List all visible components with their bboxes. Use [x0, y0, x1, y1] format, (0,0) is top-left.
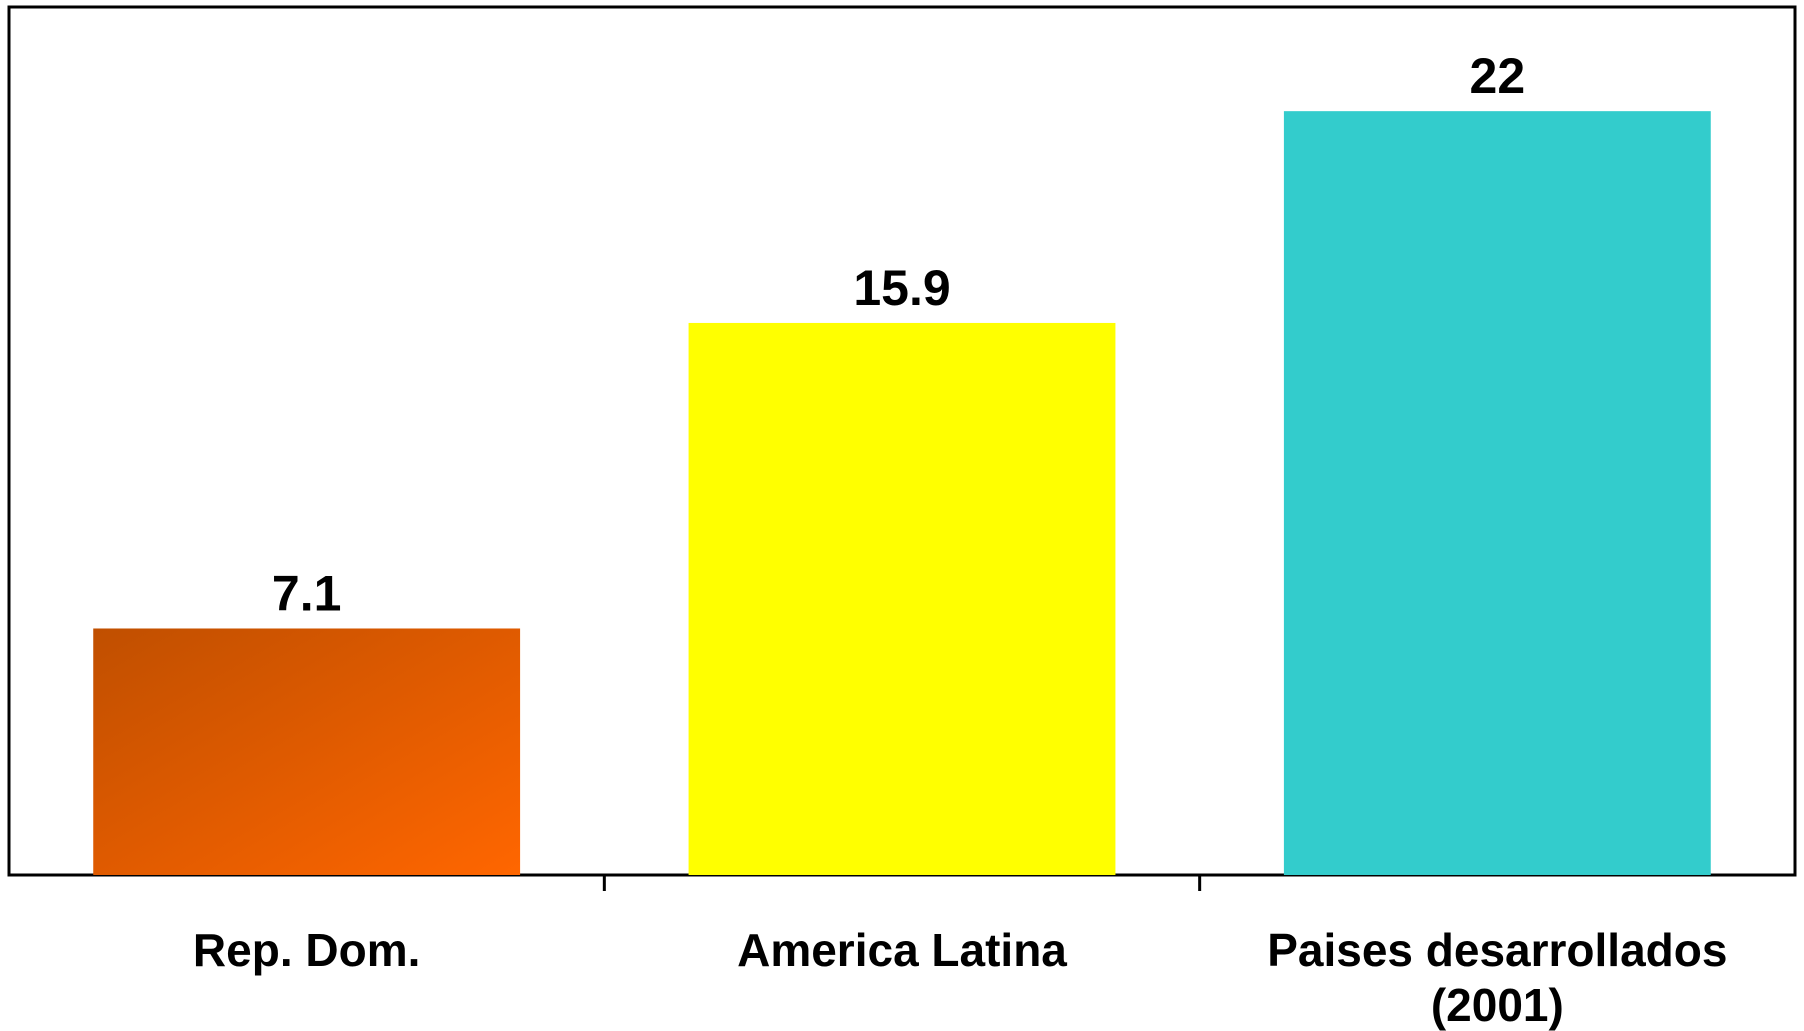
category-label-rep-dom: Rep. Dom.	[193, 924, 420, 976]
bar-america-latina	[688, 322, 1116, 875]
data-label-paises-desarrollados-2001: 22	[1470, 48, 1526, 104]
data-label-rep-dom: 7.1	[272, 565, 342, 621]
bar-paises-desarrollados-2001	[1283, 111, 1711, 875]
category-label-paises-desarrollados-2001: Paises desarrollados (2001)	[1267, 924, 1727, 1031]
data-label-america-latina: 15.9	[853, 260, 950, 316]
category-label-america-latina: America Latina	[737, 924, 1067, 976]
bar-rep-dom	[93, 628, 521, 875]
